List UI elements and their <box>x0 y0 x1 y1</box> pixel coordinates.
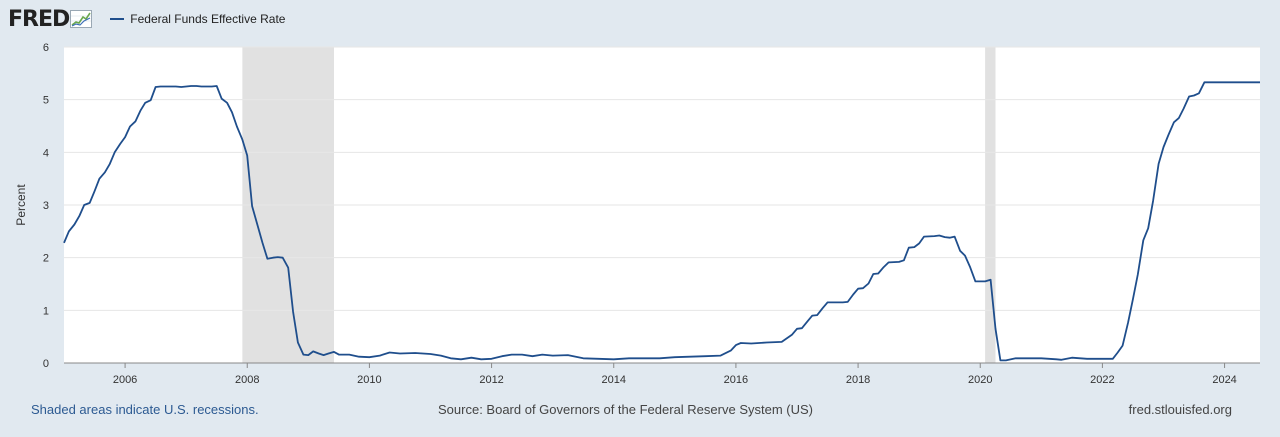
legend[interactable]: Federal Funds Effective Rate <box>110 12 285 26</box>
recession-note: Shaded areas indicate U.S. recessions. <box>31 402 259 417</box>
logo-text: FRED <box>8 6 70 32</box>
y-tick-label: 4 <box>43 147 49 159</box>
logo-graph-icon <box>70 10 93 28</box>
chart-footer: Shaded areas indicate U.S. recessions. S… <box>0 402 1280 422</box>
y-axis-label: Percent <box>14 184 28 226</box>
x-tick-label: 2008 <box>235 374 259 386</box>
x-tick-label: 2006 <box>113 374 137 386</box>
y-tick-label: 5 <box>43 95 49 107</box>
legend-swatch <box>110 18 125 20</box>
y-tick-label: 6 <box>43 42 49 54</box>
y-tick-label: 3 <box>43 200 49 212</box>
x-tick-label: 2012 <box>479 374 503 386</box>
source-text: Source: Board of Governors of the Federa… <box>438 402 813 417</box>
site-link[interactable]: fred.stlouisfed.org <box>1128 402 1232 417</box>
y-tick-label: 0 <box>43 358 49 370</box>
x-tick-label: 2010 <box>357 374 381 386</box>
x-tick-label: 2018 <box>846 374 870 386</box>
x-tick-label: 2020 <box>968 374 992 386</box>
legend-label: Federal Funds Effective Rate <box>130 12 286 26</box>
x-tick-label: 2016 <box>724 374 748 386</box>
x-tick-label: 2024 <box>1212 374 1236 386</box>
fred-logo[interactable]: FRED <box>8 6 93 32</box>
y-tick-label: 2 <box>43 253 49 265</box>
series-line[interactable] <box>63 81 1260 362</box>
x-tick-label: 2014 <box>602 374 626 386</box>
x-tick-label: 2022 <box>1090 374 1114 386</box>
line-chart[interactable]: 0 1 2 3 4 5 6 2006 2008 2010 2012 2014 2016 2018 2020… <box>0 0 1280 400</box>
chart-header: FRED Federal Funds Effective Rate <box>8 6 285 32</box>
y-tick-label: 1 <box>43 305 49 317</box>
